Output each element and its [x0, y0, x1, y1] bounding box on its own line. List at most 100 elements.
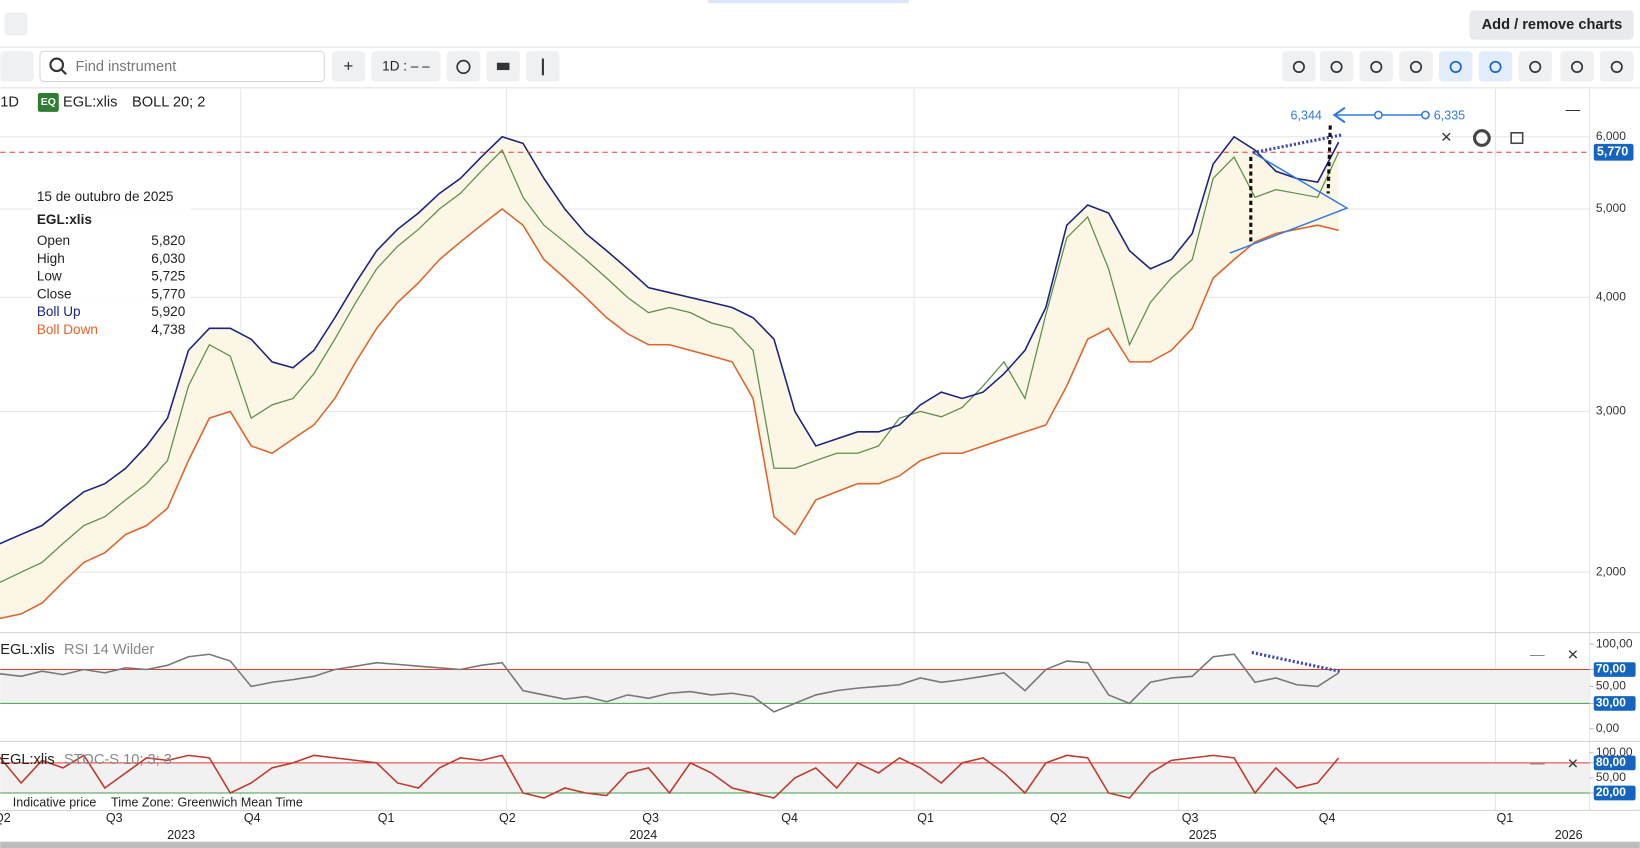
refresh-icon	[456, 59, 471, 75]
y-tick-label: 100,00	[1596, 636, 1633, 650]
search-placeholder: Find instrument	[76, 59, 177, 75]
settings-icon[interactable]	[1472, 129, 1491, 147]
level-zone	[0, 669, 1590, 704]
x-tick-label: Q4	[781, 811, 798, 825]
vertical-dotted	[1249, 125, 1332, 243]
series-line	[0, 208, 1339, 620]
menu-icon[interactable]	[4, 12, 28, 36]
info-value: 4,738	[151, 322, 185, 337]
info-label: Boll Up	[37, 304, 81, 319]
interval-label[interactable]: 1D : – –	[382, 59, 430, 74]
copy-icon[interactable]	[1510, 132, 1524, 145]
tool-button[interactable]	[1518, 51, 1552, 82]
minimize-icon[interactable]: —	[1530, 756, 1545, 772]
tool-button[interactable]	[1560, 51, 1594, 82]
x-year-label: 2024	[629, 828, 657, 842]
info-label: Open	[37, 233, 70, 248]
trend-dotted	[1252, 133, 1343, 155]
x-year-label: 2025	[1189, 828, 1217, 842]
tab-indicator	[708, 0, 909, 4]
tool-icon	[1409, 60, 1423, 73]
measure-handle	[1373, 110, 1383, 120]
y-tick-label: 20,00	[1596, 785, 1626, 799]
minimize-icon[interactable]: —	[1566, 103, 1581, 119]
tool-icon	[1292, 60, 1305, 73]
tool-button[interactable]	[1359, 51, 1394, 82]
bottom-bar	[0, 841, 1640, 848]
series-line	[0, 754, 1340, 799]
x-tick-label: Q3	[1182, 811, 1199, 825]
tool-button[interactable]	[1478, 51, 1513, 82]
pane-indicator: RSI 14 Wilder	[64, 642, 154, 658]
legend-interval: 1D	[0, 94, 19, 110]
legend-instrument: EGL:xlis	[63, 94, 117, 110]
info-value: 5,770	[151, 286, 185, 301]
pane-title: EGL:xlis	[0, 752, 54, 768]
tool-button[interactable]	[1282, 51, 1316, 82]
add-button[interactable]	[331, 51, 366, 82]
tool-button[interactable]	[1600, 51, 1634, 82]
legend-indicator: BOLL 20; 2	[132, 94, 205, 110]
x-tick-label: Q1	[917, 811, 934, 825]
close-icon[interactable]: ×	[1567, 752, 1578, 773]
tool-button[interactable]	[1439, 51, 1473, 82]
add-remove-button[interactable]	[1469, 10, 1634, 40]
measure-handle	[1420, 110, 1430, 120]
search-input[interactable]	[39, 50, 325, 83]
tool-button[interactable]	[1319, 51, 1354, 82]
info-value: 5,920	[151, 304, 185, 319]
tool-icon	[1330, 60, 1343, 73]
info-label: High	[37, 251, 65, 266]
pane-indicator: STOC-S 10; 3; 3	[64, 752, 172, 768]
search-icon	[60, 68, 67, 75]
measure-arrow	[1332, 106, 1346, 124]
x-tick-label: Q4	[244, 811, 261, 825]
y-tick-label: 3,000	[1596, 404, 1626, 418]
y-tick-label: 5,000	[1596, 201, 1626, 215]
series-line	[0, 149, 1340, 584]
time-zone: Time Zone: Greenwich Mean Time	[111, 795, 303, 809]
x-tick-label: Q2	[0, 811, 11, 825]
interval-button[interactable]	[371, 51, 441, 82]
button-label[interactable]: Add / remove charts	[1482, 17, 1623, 33]
info-label: Low	[37, 269, 62, 284]
y-tick-label: 100,00	[1596, 745, 1633, 759]
tool-icon	[1529, 60, 1542, 73]
price-note: Indicative price	[13, 795, 97, 809]
refresh-button[interactable]	[446, 51, 481, 82]
y-tick-label: 4,000	[1596, 290, 1626, 304]
y-tick-label: 30,00	[1596, 696, 1626, 710]
minimize-icon[interactable]: —	[1530, 647, 1545, 663]
layout-icon	[496, 62, 510, 71]
info-date: 15 de outubro de 2025	[37, 189, 174, 204]
close-drawing[interactable]: ×	[1441, 126, 1452, 147]
info-panel	[31, 184, 191, 341]
series-line	[0, 135, 1340, 545]
tick-tag	[1593, 785, 1636, 801]
x-tick-label: Q2	[499, 811, 516, 825]
y-tick-label: 50,00	[1596, 679, 1626, 693]
info-value: 6,030	[151, 251, 185, 266]
search-icon	[49, 57, 65, 73]
close-icon[interactable]: ×	[1567, 644, 1578, 665]
tool-icon	[1489, 60, 1502, 73]
tool-icon	[1610, 60, 1623, 73]
pane-title: EGL:xlis	[0, 642, 54, 658]
triangle-drawing	[1229, 152, 1349, 254]
tool-icon	[1449, 60, 1462, 73]
band-fill	[0, 136, 1339, 619]
info-label: Close	[37, 286, 72, 301]
price-tag-label: 5,770	[1597, 145, 1628, 159]
x-tick-label: Q3	[642, 811, 659, 825]
tool-button[interactable]	[1399, 51, 1433, 82]
info-instrument: EGL:xlis	[37, 212, 92, 227]
x-year-label: 2026	[1555, 828, 1583, 842]
drawing-label: 6,344	[1291, 108, 1322, 122]
link-button[interactable]	[0, 51, 34, 82]
x-tick-label: Q3	[106, 811, 123, 825]
x-tick-label: Q2	[1050, 811, 1067, 825]
info-value: 5,725	[151, 269, 185, 284]
drawing-label: 6,335	[1434, 108, 1465, 122]
plus-icon: +	[344, 56, 354, 75]
